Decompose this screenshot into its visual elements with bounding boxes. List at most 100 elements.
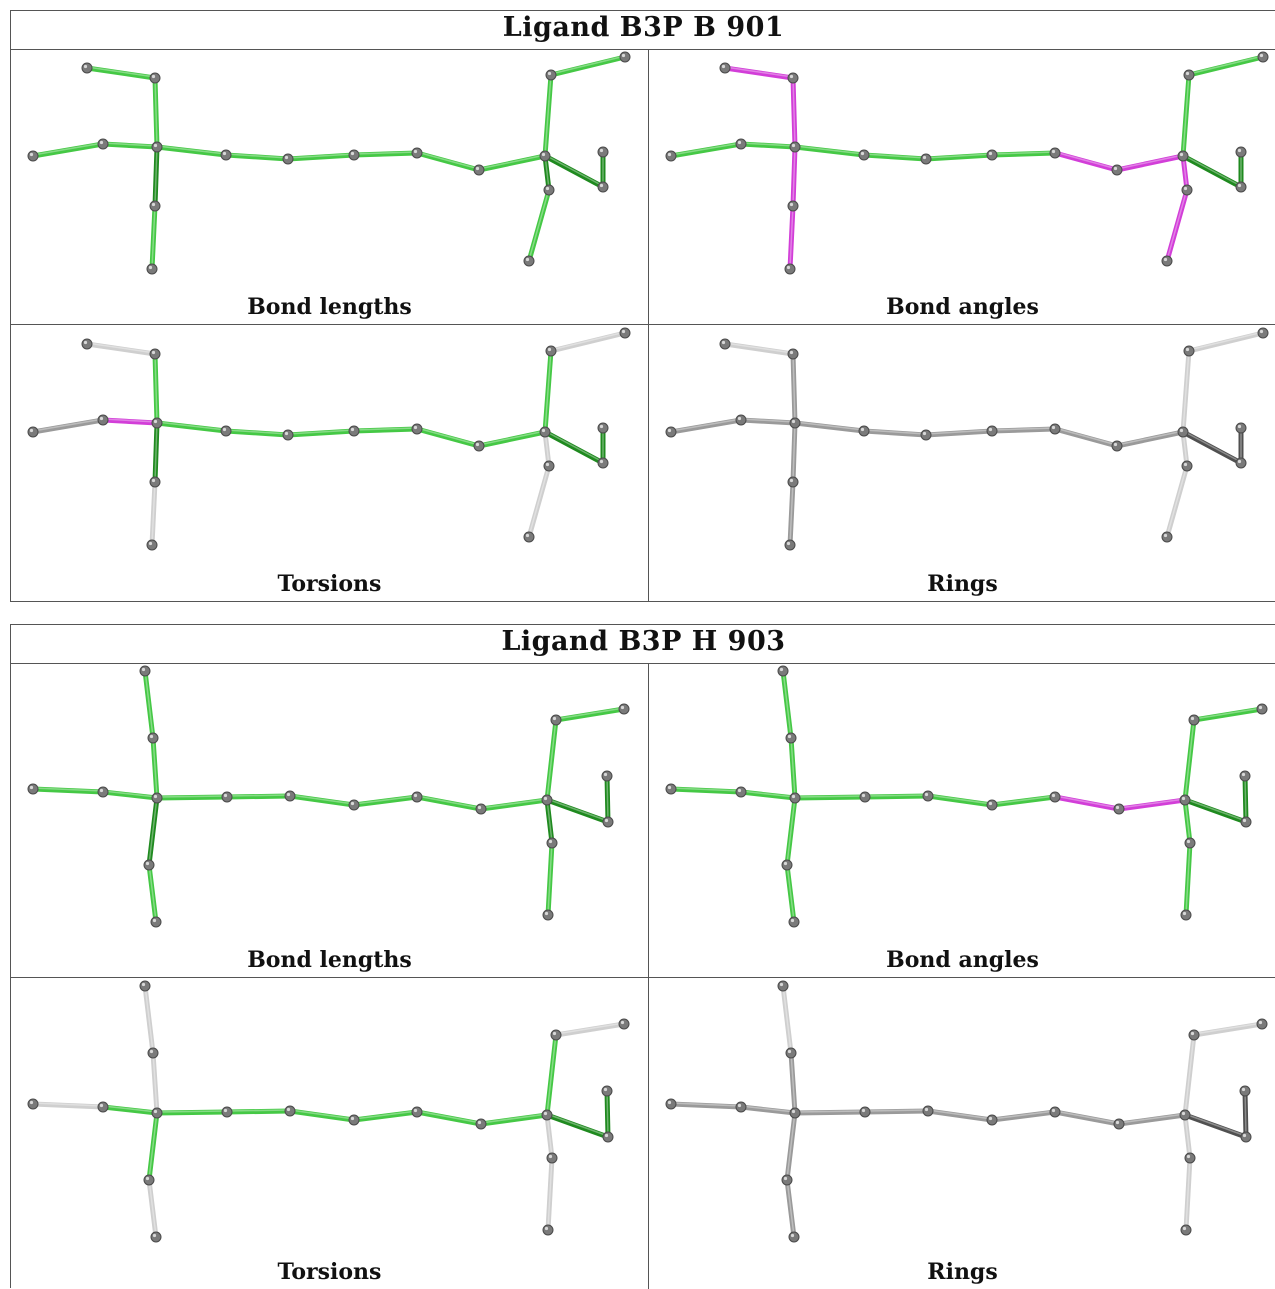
- bond-highlight: [606, 1089, 609, 1137]
- bond-highlight: [550, 331, 626, 351]
- bond-highlight: [152, 736, 158, 798]
- panel-label: Rings: [927, 1259, 998, 1285]
- bond: [542, 153, 606, 190]
- bond-highlight: [1116, 430, 1184, 446]
- atom-shine: [1183, 186, 1188, 191]
- atom: [1049, 791, 1061, 803]
- molecule-view: [665, 327, 1269, 551]
- atom: [81, 62, 93, 74]
- atom: [546, 837, 558, 849]
- atom-shine: [1237, 459, 1242, 464]
- bond: [1180, 72, 1192, 159]
- bond-highlight: [794, 145, 865, 155]
- atom: [859, 1106, 871, 1118]
- bond-highlight: [1166, 188, 1188, 261]
- bond: [668, 417, 744, 435]
- bond: [544, 1032, 559, 1118]
- atom-shine: [543, 796, 548, 801]
- bond-highlight: [544, 73, 552, 156]
- bond: [722, 65, 796, 81]
- atom-shine: [149, 734, 154, 739]
- bond-highlight: [546, 798, 553, 843]
- atom-shine: [667, 152, 672, 157]
- atom-shine: [922, 155, 927, 160]
- bond-highlight: [555, 1022, 625, 1035]
- atom-shine: [475, 442, 480, 447]
- bond-highlight: [991, 151, 1056, 155]
- bond-highlight: [546, 1113, 553, 1158]
- bond: [1186, 54, 1266, 78]
- bond-highlight: [1184, 1113, 1247, 1137]
- bond-highlight: [225, 153, 289, 159]
- molecule-view: [27, 980, 630, 1243]
- bond: [780, 983, 794, 1056]
- atom: [543, 460, 555, 472]
- atom: [348, 149, 360, 161]
- bond-highlight: [794, 795, 866, 798]
- atom: [1113, 1118, 1125, 1130]
- atom: [348, 425, 360, 437]
- bond: [792, 420, 867, 434]
- bond: [1052, 794, 1122, 812]
- atom: [602, 816, 614, 828]
- bond-highlight: [1184, 1113, 1191, 1158]
- atom: [143, 1174, 155, 1186]
- atom-shine: [620, 1020, 625, 1025]
- bond: [545, 1155, 555, 1233]
- atom-shine: [545, 462, 550, 467]
- atom: [473, 440, 485, 452]
- bond-highlight: [1188, 331, 1264, 351]
- bond: [223, 428, 291, 438]
- molecule-view: [665, 980, 1268, 1243]
- atom-shine: [153, 794, 158, 799]
- bond: [542, 429, 552, 469]
- bond-highlight: [32, 418, 104, 432]
- panel-label: Bond angles: [886, 294, 1039, 320]
- atom-shine: [151, 74, 156, 79]
- atom: [735, 138, 747, 150]
- bond: [146, 862, 159, 925]
- bond: [553, 1021, 627, 1038]
- bond: [146, 1110, 160, 1183]
- bond: [223, 152, 291, 162]
- atom-shine: [737, 416, 742, 421]
- atom: [284, 790, 296, 802]
- bond-highlight: [555, 707, 625, 720]
- atom: [147, 732, 159, 744]
- atom-shine: [350, 427, 355, 432]
- bond-highlight: [670, 142, 742, 156]
- atom-shine: [790, 918, 795, 923]
- bond: [1116, 1112, 1188, 1127]
- bond-highlight: [480, 1113, 548, 1124]
- bond-highlight: [546, 1033, 557, 1115]
- atom: [1257, 51, 1269, 63]
- bond: [351, 794, 420, 808]
- bond: [925, 793, 995, 808]
- atom: [97, 1101, 109, 1113]
- bond: [142, 668, 156, 741]
- atom-shine: [1190, 716, 1195, 721]
- atom: [1161, 255, 1173, 267]
- bond: [152, 420, 160, 485]
- atom: [475, 1118, 487, 1130]
- bond: [989, 426, 1058, 434]
- bond-highlight: [927, 794, 993, 805]
- atom-shine: [552, 1031, 557, 1036]
- atom-shine: [790, 1233, 795, 1238]
- atom: [1184, 1152, 1196, 1164]
- atom-shine: [1182, 911, 1187, 916]
- bond-highlight: [546, 1113, 609, 1137]
- bond: [1180, 153, 1190, 193]
- atom: [785, 732, 797, 744]
- atom-shine: [621, 329, 626, 334]
- panel-label: Rings: [927, 571, 998, 597]
- bond-highlight: [606, 774, 609, 822]
- bond-highlight: [790, 736, 796, 798]
- bond-highlight: [416, 1110, 482, 1124]
- atom: [1180, 909, 1192, 921]
- atom: [149, 72, 161, 84]
- bond: [414, 426, 482, 449]
- atom: [1188, 1029, 1200, 1041]
- atom-shine: [83, 340, 88, 345]
- bond: [1182, 717, 1197, 803]
